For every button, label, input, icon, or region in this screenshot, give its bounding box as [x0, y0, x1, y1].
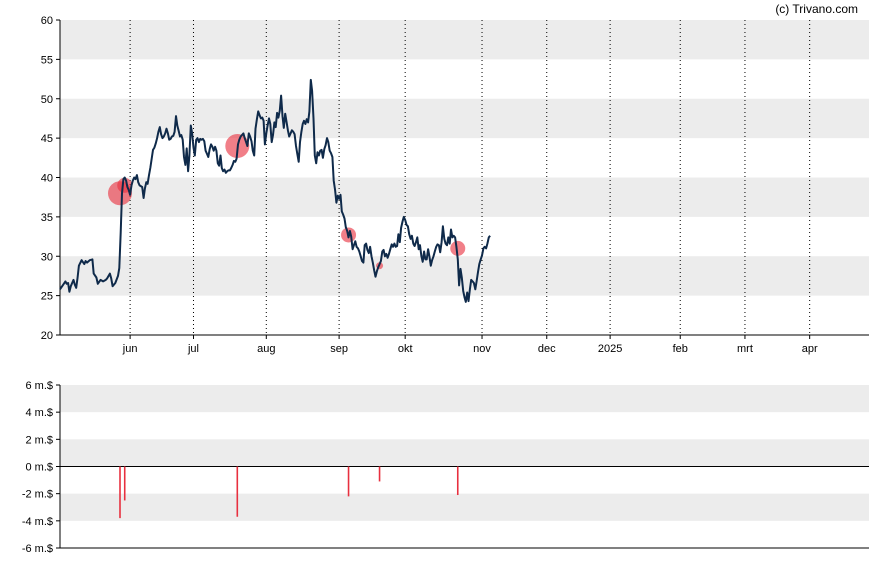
price-y-tick-label: 20: [41, 330, 53, 342]
price-y-tick-label: 30: [41, 251, 53, 263]
price-y-tick-label: 45: [41, 133, 53, 145]
price-x-tick-label: aug: [257, 343, 275, 355]
price-x-tick-label: okt: [398, 343, 413, 355]
credit-label: (c) Trivano.com: [775, 2, 858, 16]
volume-y-tick-label: 0 m.$: [25, 462, 53, 474]
volume-y-tick-label: -4 m.$: [22, 516, 53, 528]
price-x-tick-label: dec: [538, 343, 556, 355]
volume-chart: -6 m.$ -4 m.$ -2 m.$ 0 m.$ 2 m.$ 4 m.$ 6 m.$: [22, 380, 869, 555]
price-y-tick-label: 50: [41, 94, 53, 106]
volume-band: [60, 439, 869, 467]
price-x-tick-label: jun: [122, 343, 138, 355]
price-band: [60, 177, 869, 217]
price-x-tick-label: apr: [802, 343, 818, 355]
volume-y-tick-label: 6 m.$: [25, 380, 53, 392]
volume-y-tick-label: -6 m.$: [22, 543, 53, 555]
volume-y-tick-label: -2 m.$: [22, 489, 53, 501]
price-x-tick-label: nov: [473, 343, 491, 355]
price-x-tick-label: jul: [187, 343, 199, 355]
volume-y-tick-label: 4 m.$: [25, 407, 53, 419]
price-y-tick-label: 35: [41, 212, 53, 224]
price-band: [60, 20, 869, 60]
price-band: [60, 98, 869, 139]
price-y-tick-label: 25: [41, 291, 53, 303]
price-x-tick-label: mrt: [737, 343, 753, 355]
volume-band: [60, 385, 869, 413]
price-band: [60, 256, 869, 296]
price-series-line: [59, 78, 491, 303]
price-x-tick-label: 2025: [598, 343, 622, 355]
price-x-tick-label: sep: [330, 343, 348, 355]
volume-band: [60, 493, 869, 521]
price-y-tick-label: 60: [41, 15, 53, 27]
price-y-tick-label: 40: [41, 173, 53, 185]
price-x-tick-label: feb: [673, 343, 688, 355]
volume-y-tick-label: 2 m.$: [25, 434, 53, 446]
price-y-tick-label: 55: [41, 54, 53, 66]
trade-marker: [450, 240, 466, 256]
